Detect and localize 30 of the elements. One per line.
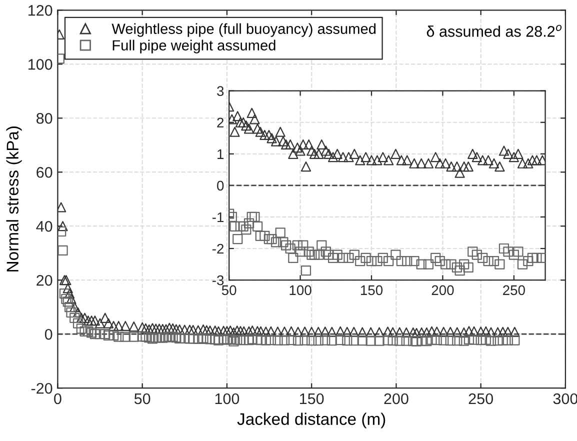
y-tick-label: -2 [212,244,224,254]
x-tick-label: 50 [222,285,236,296]
x-tick-label: 0 [54,393,62,404]
x-axis-title: Jacked distance (m) [237,412,386,428]
legend-label: Weightless pipe (full buoyancy) assumed [112,23,376,37]
y-tick-label: 80 [36,112,52,124]
x-tick-label: 50 [134,393,150,404]
y-tick-label: 40 [36,220,52,232]
x-tick-label: 200 [384,393,408,404]
y-tick-label: 20 [36,274,52,286]
legend-label: Full pipe weight assumed [112,40,276,54]
y-tick-label: 0 [217,180,224,191]
x-tick-label: 200 [432,285,454,296]
y-tick-label: -1 [212,212,224,222]
y-tick-label: 1 [218,149,224,159]
y-tick-label: 120 [28,5,52,16]
y-tick-label: 100 [28,59,52,70]
y-tick-label: 0 [44,328,52,340]
annotation: δ assumed as 28.2$^{o}$ [426,24,562,37]
x-tick-label: 150 [360,285,383,296]
x-tick-label: 100 [290,285,312,296]
x-tick-label: 250 [468,393,493,404]
y-tick-label: 60 [36,166,52,178]
y-axis-title: Normal stress (kPa) [6,126,22,272]
y-tick-label: 2 [217,118,224,128]
y-tick-label: 3 [217,86,224,96]
x-tick-label: 250 [503,285,525,296]
x-tick-label: 150 [300,393,324,404]
y-tick-label: -3 [212,275,224,286]
y-tick-label: -20 [31,382,52,394]
